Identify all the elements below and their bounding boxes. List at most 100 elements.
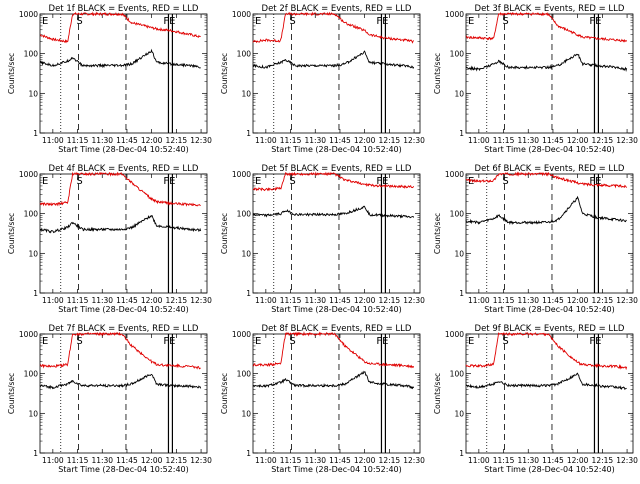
- marker-label-e: E: [255, 336, 261, 347]
- x-tick-label: 11:30: [91, 456, 113, 465]
- y-tick-label: 10: [28, 409, 38, 418]
- x-tick-label: 11:30: [517, 456, 539, 465]
- y-axis-label: Counts/sec: [220, 213, 229, 254]
- marker-label-s: S: [76, 16, 82, 27]
- y-tick-label: 100: [450, 50, 465, 59]
- y-axis-label: Counts/sec: [7, 53, 16, 94]
- x-tick-label: 12:15: [592, 296, 614, 305]
- x-tick-label: 11:45: [116, 456, 138, 465]
- x-tick-label: 12:30: [403, 296, 425, 305]
- y-tick-label: 10: [454, 249, 464, 258]
- marker-label-fe: FE: [163, 336, 175, 347]
- y-tick-label: 1000: [19, 330, 38, 339]
- detector-panel-6: Det 6f BLACK = Events, RED = LLD 1 10 100 10…: [433, 164, 638, 314]
- marker-label-e: E: [468, 16, 474, 27]
- x-tick-label: 11:45: [329, 296, 351, 305]
- y-axis-label: Counts/sec: [220, 53, 229, 94]
- y-tick-label: 10: [454, 89, 464, 98]
- y-axis-label: Counts/sec: [7, 373, 16, 414]
- marker-label-s: S: [289, 176, 295, 187]
- series-line-lld: [252, 171, 415, 192]
- x-tick-label: 11:00: [42, 136, 64, 145]
- y-axis-label: Counts/sec: [433, 373, 442, 414]
- marker-label-fe: FE: [376, 336, 388, 347]
- series-line-lld: [465, 11, 628, 43]
- x-tick-label: 12:15: [379, 296, 401, 305]
- x-tick-label: 12:30: [190, 136, 212, 145]
- x-tick-label: 11:00: [42, 456, 64, 465]
- plot-frame: [39, 173, 208, 294]
- plot-frame: [252, 13, 421, 134]
- marker-label-s: S: [76, 176, 82, 187]
- x-tick-label: 11:00: [468, 296, 490, 305]
- marker-label-s: S: [289, 16, 295, 27]
- detector-panel-5: Det 5f BLACK = Events, RED = LLD 1 10 100 10…: [220, 164, 425, 314]
- panel-title: Det 5f BLACK = Events, RED = LLD: [262, 164, 412, 174]
- plot-frame: [465, 333, 634, 454]
- y-tick-label: 1: [246, 129, 251, 138]
- plot-frame: [465, 13, 634, 134]
- marker-label-e: E: [468, 176, 474, 187]
- marker-label-fe: FE: [589, 16, 601, 27]
- panel-title: Det 4f BLACK = Events, RED = LLD: [49, 164, 199, 174]
- detector-panel-1: Det 1f BLACK = Events, RED = LLD 1 10 100 10…: [7, 4, 212, 154]
- x-tick-label: 11:45: [116, 296, 138, 305]
- y-tick-label: 10: [28, 249, 38, 258]
- x-tick-label: 11:15: [67, 296, 89, 305]
- x-tick-label: 11:45: [542, 456, 564, 465]
- y-tick-label: 1: [33, 289, 38, 298]
- x-tick-label: 12:15: [592, 456, 614, 465]
- series-line-lld: [252, 11, 415, 44]
- x-tick-label: 11:00: [255, 296, 277, 305]
- marker-label-e: E: [255, 176, 261, 187]
- x-tick-label: 11:30: [517, 136, 539, 145]
- y-tick-label: 10: [241, 409, 251, 418]
- y-tick-label: 1: [33, 449, 38, 458]
- y-tick-label: 100: [450, 370, 465, 379]
- x-tick-label: 12:00: [141, 296, 163, 305]
- x-tick-label: 11:00: [255, 456, 277, 465]
- series-line-events: [39, 373, 202, 390]
- x-tick-label: 12:15: [379, 456, 401, 465]
- x-tick-label: 12:00: [141, 456, 163, 465]
- x-tick-label: 11:00: [42, 296, 64, 305]
- y-tick-label: 1000: [232, 170, 251, 179]
- x-tick-label: 11:15: [67, 456, 89, 465]
- marker-label-s: S: [502, 336, 508, 347]
- plot-frame: [39, 13, 208, 134]
- series-line-events: [252, 50, 415, 70]
- x-tick-label: 12:15: [166, 296, 188, 305]
- y-tick-label: 10: [241, 249, 251, 258]
- panel-title: Det 9f BLACK = Events, RED = LLD: [475, 324, 625, 334]
- detector-panel-4: Det 4f BLACK = Events, RED = LLD 1 10 100 10…: [7, 164, 212, 314]
- series-line-events: [465, 53, 628, 72]
- x-tick-label: 12:30: [616, 136, 638, 145]
- x-tick-label: 11:30: [91, 296, 113, 305]
- x-tick-label: 12:30: [616, 456, 638, 465]
- x-tick-label: 12:00: [354, 456, 376, 465]
- x-tick-label: 11:30: [304, 136, 326, 145]
- x-tick-label: 11:45: [329, 456, 351, 465]
- x-tick-label: 11:00: [468, 136, 490, 145]
- y-axis-label: Counts/sec: [7, 213, 16, 254]
- series-line-events: [465, 372, 627, 391]
- x-tick-label: 12:15: [166, 136, 188, 145]
- x-tick-label: 11:30: [91, 136, 113, 145]
- y-tick-label: 100: [24, 50, 39, 59]
- plot-frame: [465, 173, 634, 294]
- x-tick-label: 12:15: [592, 136, 614, 145]
- x-tick-label: 11:45: [116, 136, 138, 145]
- marker-label-e: E: [42, 176, 48, 187]
- detector-panel-9: Det 9f BLACK = Events, RED = LLD 1 10 100 10…: [433, 324, 638, 474]
- x-axis-label: Start Time (28-Dec-04 10:52:40): [271, 305, 402, 314]
- x-tick-label: 11:45: [542, 296, 564, 305]
- y-tick-label: 1: [246, 449, 251, 458]
- series-line-events: [40, 214, 202, 234]
- series-line-lld: [40, 11, 201, 44]
- detector-panel-3: Det 3f BLACK = Events, RED = LLD 1 10 100 10…: [433, 4, 638, 154]
- marker-label-e: E: [255, 16, 261, 27]
- x-tick-label: 11:45: [329, 136, 351, 145]
- x-tick-label: 12:00: [141, 136, 163, 145]
- marker-label-fe: FE: [163, 16, 175, 27]
- x-tick-label: 12:30: [403, 136, 425, 145]
